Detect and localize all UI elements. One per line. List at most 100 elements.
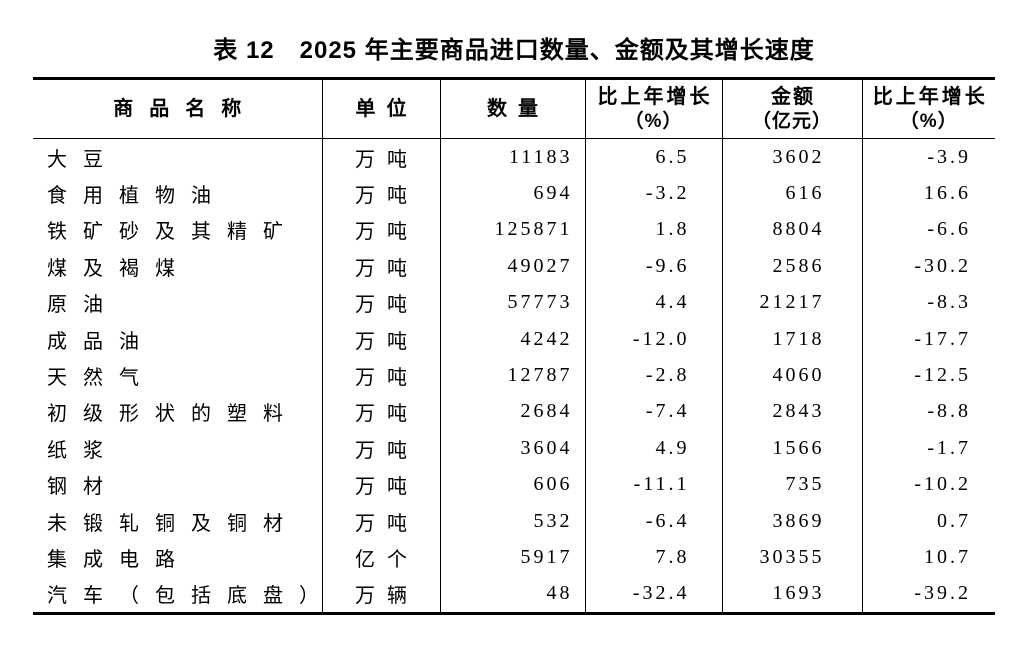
amount-cell: 1693 bbox=[721, 575, 862, 614]
quantity-cell: 4242 bbox=[439, 320, 585, 358]
amount-cell: 21217 bbox=[721, 284, 862, 321]
document-page: 表 12 2025 年主要商品进口数量、金额及其增长速度 商品名称 单位 数量 … bbox=[33, 37, 995, 616]
quantity-growth-cell: 7.8 bbox=[584, 539, 722, 576]
unit-cell: 万吨 bbox=[321, 284, 440, 321]
quantity-cell: 694 bbox=[439, 175, 585, 212]
table-row: 煤及褐煤 万吨 49027 -9.6 2586 -30.2 bbox=[33, 248, 995, 285]
amount-cell: 616 bbox=[721, 175, 862, 212]
unit-cell: 万辆 bbox=[321, 575, 440, 614]
commodity-cell: 纸浆 bbox=[47, 439, 119, 462]
header-sublabel: （%） bbox=[624, 111, 683, 132]
amount-growth-cell: 0.7 bbox=[861, 502, 995, 540]
commodity-cell: 初级形状的塑料 bbox=[47, 403, 299, 426]
amount-growth-cell: -30.2 bbox=[861, 248, 995, 285]
unit-cell: 万吨 bbox=[321, 393, 440, 431]
quantity-growth-cell: -32.4 bbox=[584, 575, 722, 614]
unit-cell: 万吨 bbox=[321, 138, 440, 176]
commodity-cell: 大豆 bbox=[47, 148, 119, 171]
commodity-cell: 铁矿砂及其精矿 bbox=[47, 221, 299, 244]
quantity-cell: 48 bbox=[439, 575, 585, 614]
header-commodity-name: 商品名称 bbox=[33, 78, 322, 139]
quantity-growth-cell: -7.4 bbox=[584, 393, 722, 431]
table-row: 纸浆 万吨 3604 4.9 1566 -1.7 bbox=[33, 430, 995, 467]
table-row: 未锻轧铜及铜材 万吨 532 -6.4 3869 0.7 bbox=[33, 502, 995, 540]
table-row: 原油 万吨 57773 4.4 21217 -8.3 bbox=[33, 284, 995, 321]
amount-cell: 4060 bbox=[721, 357, 862, 394]
quantity-growth-cell: 6.5 bbox=[584, 138, 722, 176]
amount-growth-cell: -6.6 bbox=[861, 211, 995, 249]
header-sublabel: （亿元） bbox=[751, 111, 832, 132]
unit-cell: 万吨 bbox=[321, 430, 440, 467]
unit-cell: 万吨 bbox=[321, 175, 440, 212]
header-label: 商品名称 bbox=[113, 98, 258, 120]
table-row: 铁矿砂及其精矿 万吨 125871 1.8 8804 -6.6 bbox=[33, 211, 995, 249]
header-label: 数量 bbox=[487, 98, 549, 120]
quantity-growth-cell: -12.0 bbox=[584, 320, 722, 358]
import-commodities-table: 商品名称 单位 数量 比上年增长 （%） 金额 （亿元） 比上年增长 bbox=[33, 77, 995, 616]
commodity-cell: 汽车（包括底盘） bbox=[47, 585, 335, 608]
unit-cell: 万吨 bbox=[321, 357, 440, 394]
header-amount-growth: 比上年增长 （%） bbox=[861, 78, 995, 139]
quantity-cell: 12787 bbox=[439, 357, 585, 394]
amount-cell: 2586 bbox=[721, 248, 862, 285]
quantity-cell: 57773 bbox=[439, 284, 585, 321]
unit-cell: 亿个 bbox=[321, 539, 440, 576]
amount-growth-cell: -17.7 bbox=[861, 320, 995, 358]
quantity-growth-cell: -6.4 bbox=[584, 502, 722, 540]
amount-cell: 1566 bbox=[721, 430, 862, 467]
commodity-cell: 煤及褐煤 bbox=[47, 257, 191, 280]
quantity-cell: 5917 bbox=[439, 539, 585, 576]
quantity-growth-cell: 4.9 bbox=[584, 430, 722, 467]
amount-growth-cell: -12.5 bbox=[861, 357, 995, 394]
quantity-cell: 125871 bbox=[439, 211, 585, 249]
unit-cell: 万吨 bbox=[321, 466, 440, 503]
header-sublabel: （%） bbox=[899, 111, 958, 132]
amount-cell: 3602 bbox=[721, 138, 862, 176]
table-row: 食用植物油 万吨 694 -3.2 616 16.6 bbox=[33, 175, 995, 212]
amount-cell: 735 bbox=[721, 466, 862, 503]
table-row: 钢材 万吨 606 -11.1 735 -10.2 bbox=[33, 466, 995, 503]
quantity-growth-cell: -2.8 bbox=[584, 357, 722, 394]
commodity-cell: 食用植物油 bbox=[47, 185, 227, 208]
header-quantity: 数量 bbox=[439, 78, 585, 139]
commodity-cell: 原油 bbox=[47, 294, 119, 317]
amount-growth-cell: -8.3 bbox=[861, 284, 995, 321]
amount-growth-cell: -39.2 bbox=[861, 575, 995, 614]
quantity-growth-cell: 1.8 bbox=[584, 211, 722, 249]
unit-cell: 万吨 bbox=[321, 211, 440, 249]
amount-cell: 1718 bbox=[721, 320, 862, 358]
amount-growth-cell: -10.2 bbox=[861, 466, 995, 503]
header-quantity-growth: 比上年增长 （%） bbox=[584, 78, 722, 139]
table-row: 天然气 万吨 12787 -2.8 4060 -12.5 bbox=[33, 357, 995, 394]
table-header: 商品名称 单位 数量 比上年增长 （%） 金额 （亿元） 比上年增长 bbox=[33, 78, 995, 139]
quantity-cell: 606 bbox=[439, 466, 585, 503]
table-title: 表 12 2025 年主要商品进口数量、金额及其增长速度 bbox=[213, 37, 815, 64]
unit-cell: 万吨 bbox=[321, 502, 440, 540]
header-row: 商品名称 单位 数量 比上年增长 （%） 金额 （亿元） 比上年增长 bbox=[33, 78, 995, 139]
amount-growth-cell: 16.6 bbox=[861, 175, 995, 212]
quantity-cell: 3604 bbox=[439, 430, 585, 467]
commodity-cell: 未锻轧铜及铜材 bbox=[47, 512, 299, 535]
amount-growth-cell: 10.7 bbox=[861, 539, 995, 576]
amount-growth-cell: -3.9 bbox=[861, 138, 995, 176]
quantity-growth-cell: -11.1 bbox=[584, 466, 722, 503]
unit-cell: 万吨 bbox=[321, 248, 440, 285]
amount-growth-cell: -8.8 bbox=[861, 393, 995, 431]
unit-cell: 万吨 bbox=[321, 320, 440, 358]
table-row: 初级形状的塑料 万吨 2684 -7.4 2843 -8.8 bbox=[33, 393, 995, 431]
quantity-cell: 49027 bbox=[439, 248, 585, 285]
header-label: 比上年增长 bbox=[872, 86, 988, 108]
amount-cell: 8804 bbox=[721, 211, 862, 249]
amount-growth-cell: -1.7 bbox=[861, 430, 995, 467]
quantity-growth-cell: 4.4 bbox=[584, 284, 722, 321]
header-label: 单位 bbox=[355, 98, 418, 120]
table-row: 成品油 万吨 4242 -12.0 1718 -17.7 bbox=[33, 320, 995, 358]
commodity-cell: 集成电路 bbox=[47, 548, 191, 571]
table-row: 大豆 万吨 11183 6.5 3602 -3.9 bbox=[33, 138, 995, 176]
table-row: 汽车（包括底盘） 万辆 48 -32.4 1693 -39.2 bbox=[33, 575, 995, 614]
commodity-cell: 钢材 bbox=[47, 476, 119, 499]
header-label: 金额 bbox=[771, 86, 815, 108]
header-label: 比上年增长 bbox=[597, 86, 713, 108]
amount-cell: 2843 bbox=[721, 393, 862, 431]
amount-cell: 3869 bbox=[721, 502, 862, 540]
